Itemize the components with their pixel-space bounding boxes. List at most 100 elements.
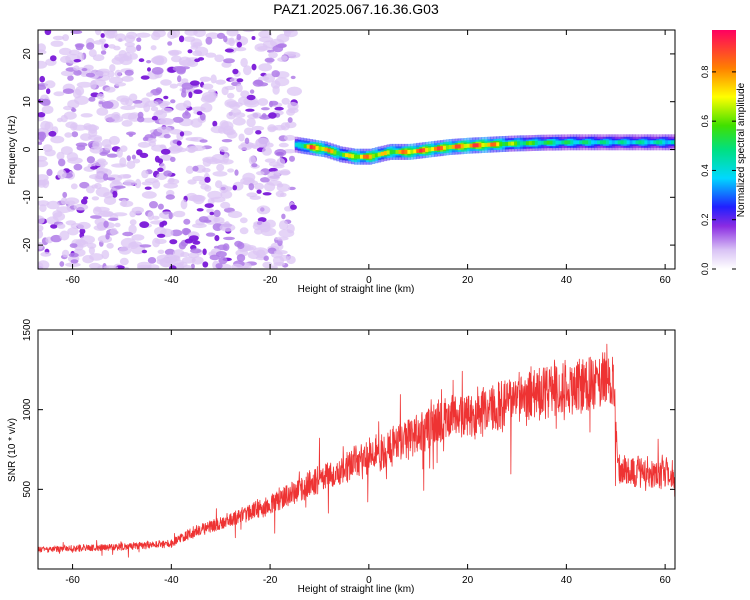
noise-blob	[196, 208, 204, 212]
noise-blob	[121, 199, 128, 207]
ridge-segment	[413, 149, 417, 154]
noise-blob	[281, 55, 288, 61]
noise-blob	[85, 72, 96, 78]
noise-blob	[103, 220, 109, 228]
ridge-segment	[602, 140, 607, 145]
noise-blob	[60, 114, 68, 123]
noise-blob	[290, 204, 297, 210]
noise-blob	[222, 243, 230, 252]
noise-blob	[112, 212, 128, 217]
ridge-segment	[638, 140, 642, 145]
noise-blob	[112, 190, 118, 198]
noise-blob	[59, 230, 70, 241]
ridge-segment	[377, 152, 382, 157]
noise-blob	[251, 63, 257, 71]
noise-blob	[77, 221, 91, 230]
ridge-segment	[466, 143, 471, 148]
noise-blob	[178, 261, 188, 268]
noise-blob	[173, 249, 185, 258]
snr-x-tick-label: 60	[660, 575, 672, 586]
noise-blob	[163, 95, 169, 100]
noise-blob	[268, 51, 278, 59]
noise-blob	[257, 82, 269, 87]
noise-blob	[70, 183, 78, 190]
noise-blob	[267, 126, 278, 131]
noise-blob	[236, 33, 242, 41]
ridge-segment	[404, 149, 408, 154]
noise-blob	[83, 196, 89, 200]
noise-blob	[123, 179, 136, 187]
noise-blob	[249, 195, 262, 200]
noise-blob	[129, 219, 137, 226]
noise-blob	[156, 233, 166, 238]
noise-blob	[192, 194, 205, 205]
ridge-segment	[362, 154, 367, 159]
noise-blob	[227, 210, 243, 219]
noise-blob	[283, 134, 296, 141]
ridge-segment	[549, 140, 554, 145]
ridge-segment	[407, 149, 411, 154]
noise-blob	[211, 153, 226, 164]
noise-blob	[188, 91, 193, 99]
noise-blob	[94, 173, 106, 183]
ridge-segment	[653, 140, 657, 145]
ridge-segment	[519, 141, 524, 146]
noise-blob	[140, 75, 150, 80]
ridge-segment	[632, 140, 636, 145]
noise-blob	[234, 240, 243, 247]
snr-y-tick-label: 1000	[22, 398, 33, 421]
noise-blob	[60, 70, 75, 77]
spectrogram-x-ticks: -60 -40 -20 0 20 40 60	[65, 30, 671, 286]
noise-blob	[184, 30, 198, 36]
noise-blob	[53, 91, 65, 97]
noise-blob	[38, 112, 46, 118]
ridge-segment	[472, 143, 476, 148]
noise-blob	[94, 206, 110, 213]
noise-blob	[65, 220, 77, 226]
ridge-segment	[303, 144, 308, 149]
noise-blob	[223, 58, 235, 64]
noise-blob	[112, 179, 121, 185]
noise-blob	[52, 35, 65, 41]
noise-blob	[94, 182, 102, 190]
noise-blob	[259, 114, 271, 120]
noise-blob	[148, 140, 156, 147]
ridge-segment	[389, 149, 394, 154]
noise-blob	[88, 96, 96, 102]
noise-blob	[39, 75, 45, 83]
ridge-segment	[351, 154, 355, 159]
spectrogram-y-tick-label: 0	[22, 146, 33, 152]
ridge-segment	[573, 140, 577, 145]
noise-blob	[90, 80, 97, 90]
noise-blob	[44, 80, 56, 89]
colorbar-tick-label: 0.8	[700, 66, 710, 79]
noise-blob	[221, 139, 233, 143]
colorbar-ticks: 0.0 0.2 0.4 0.6 0.8	[700, 66, 736, 275]
noise-blob	[58, 158, 66, 167]
noise-blob	[114, 185, 126, 189]
noise-blob	[135, 32, 151, 38]
noise-blob	[242, 179, 258, 186]
noise-blob	[202, 158, 212, 167]
noise-blob	[217, 126, 226, 134]
noise-blob	[124, 34, 136, 43]
ridge-segment	[671, 140, 675, 145]
noise-blob	[287, 101, 299, 111]
noise-blob	[46, 200, 60, 210]
noise-blob	[141, 169, 149, 179]
spectrogram-x-tick-label: 20	[462, 275, 474, 286]
noise-blob	[177, 147, 187, 153]
noise-blob	[100, 33, 105, 38]
noise-blob	[57, 169, 67, 180]
noise-blob	[93, 160, 108, 167]
noise-blob	[73, 65, 80, 71]
ridge-segment	[357, 154, 361, 159]
noise-blob	[62, 105, 73, 111]
spectrogram-y-ticks: -20 -10 0 10 20	[22, 48, 675, 252]
ridge-segment	[410, 149, 414, 154]
ridge-segment	[594, 140, 598, 145]
ridge-segment	[522, 141, 527, 146]
noise-blob	[65, 200, 76, 205]
ridge-segment	[342, 152, 346, 157]
colorbar-tick-label: 0.6	[700, 115, 710, 128]
